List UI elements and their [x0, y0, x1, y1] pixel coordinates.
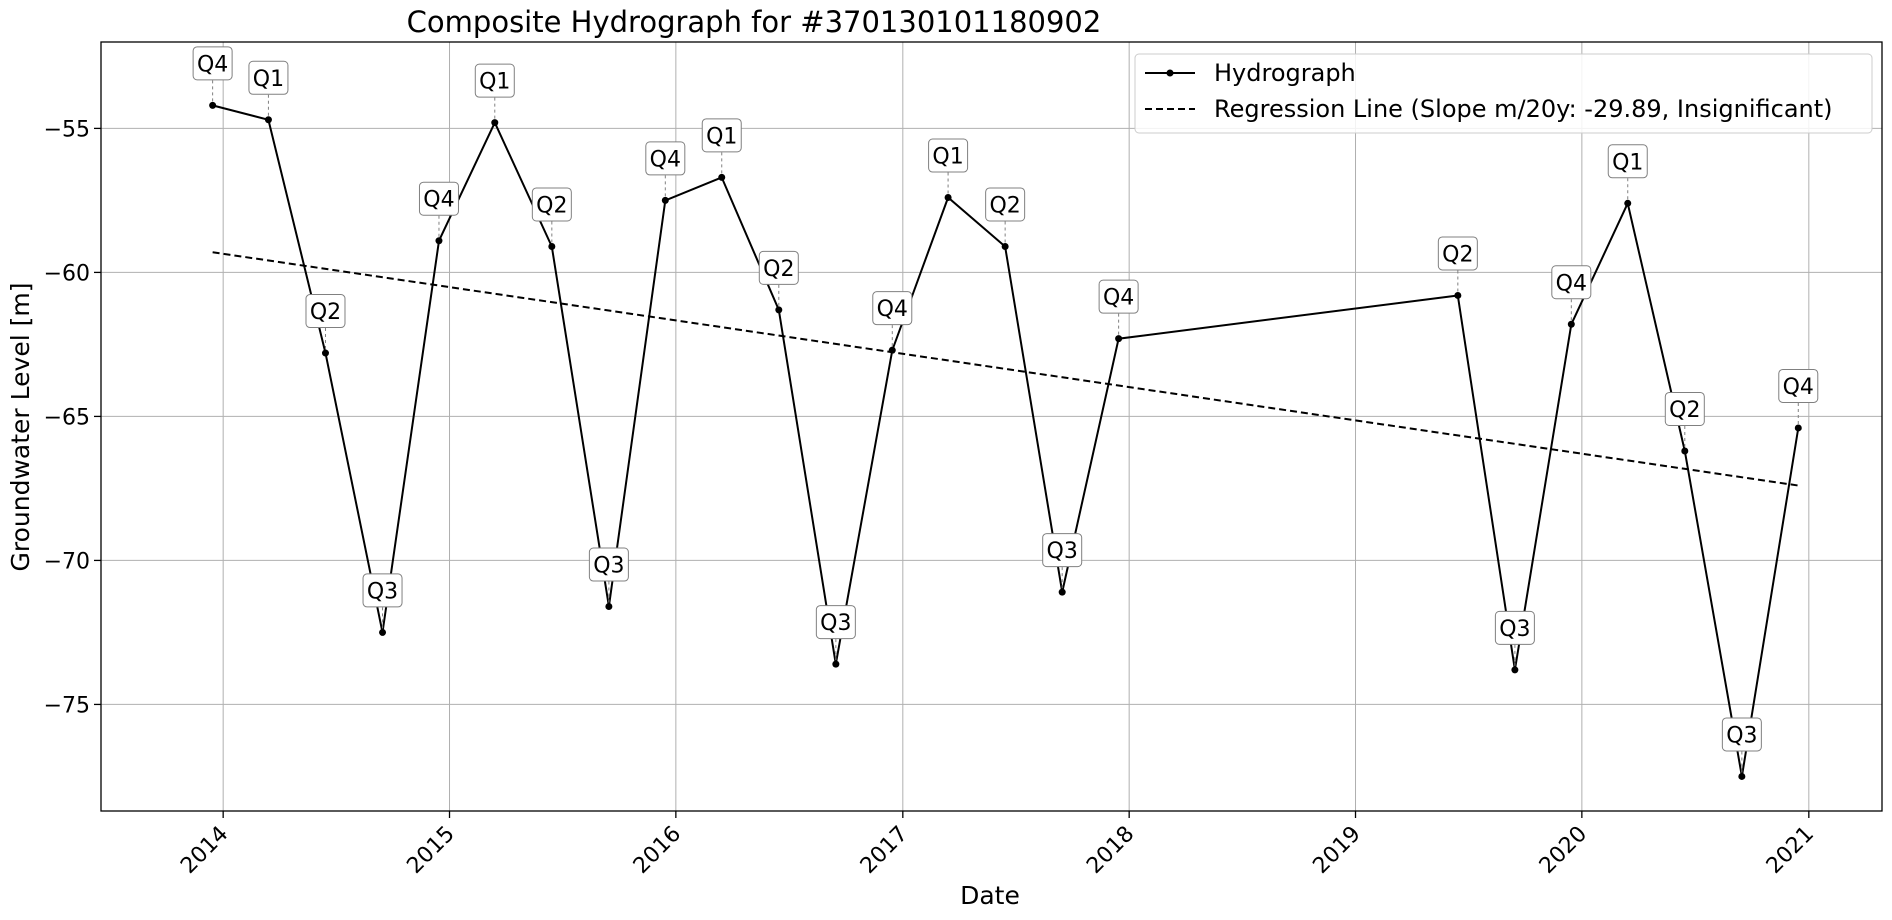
data-point	[1058, 588, 1066, 596]
quarter-label: Q4	[1783, 375, 1814, 400]
quarter-label: Q2	[763, 257, 794, 282]
y-axis-label: Groundwater Level [m]	[6, 283, 35, 572]
marker-layer	[209, 101, 1802, 780]
quarter-label: Q4	[197, 52, 228, 77]
data-point	[435, 237, 443, 245]
plot-frame	[100, 41, 1883, 812]
annotation-box	[645, 141, 686, 176]
annotation-box	[758, 250, 799, 285]
data-point	[1511, 666, 1519, 674]
data-point	[944, 194, 952, 202]
annotation-box	[1437, 236, 1478, 271]
annotation-box	[192, 46, 233, 81]
quarter-label: Q4	[423, 188, 454, 213]
quarter-label: Q1	[706, 124, 737, 149]
quarter-label: Q2	[989, 193, 1020, 218]
annotation-box	[1664, 391, 1705, 426]
series-layer	[212, 104, 1800, 777]
data-point	[321, 349, 329, 357]
annotation-box	[1607, 144, 1648, 179]
legend: Hydrograph Regression Line (Slope m/20y:…	[1134, 53, 1873, 134]
annotation-layer: Q4 Q1 Q2 Q3 Q4 Q1 Q2 Q3 Q4 Q1 Q2 Q3 Q4 Q1 Q2 Q3 Q4 Q2 Q3 Q4…	[192, 46, 1819, 773]
quarter-label: Q4	[1103, 286, 1134, 311]
annotation-box	[872, 291, 913, 326]
data-point	[1794, 424, 1802, 432]
data-point	[264, 116, 272, 124]
annotation-box	[588, 547, 629, 582]
quarter-label: Q4	[1556, 271, 1587, 296]
hydrograph-line	[212, 104, 1800, 777]
quarter-label: Q1	[932, 145, 963, 170]
data-point	[1567, 320, 1575, 328]
quarter-label: Q3	[593, 554, 624, 579]
annotation-box	[531, 187, 572, 222]
data-point	[209, 101, 217, 109]
data-point	[548, 242, 556, 250]
legend-hydrograph-marker	[1166, 69, 1174, 77]
data-point	[605, 603, 613, 611]
y-tick-label: −55	[44, 117, 90, 142]
data-point	[1001, 242, 1009, 250]
quarter-label: Q3	[1726, 723, 1757, 748]
chart-title: Composite Hydrograph for #37013010118090…	[407, 5, 1102, 39]
annotation-box	[1042, 533, 1083, 568]
y-tick-label: −60	[44, 261, 90, 286]
y-tick-label: −75	[44, 693, 90, 718]
legend-regression-label: Regression Line (Slope m/20y: -29.89, In…	[1214, 95, 1833, 123]
annotation-box	[248, 60, 289, 95]
quarter-label: Q4	[877, 297, 908, 322]
quarter-label: Q1	[479, 70, 510, 95]
data-point	[775, 306, 783, 314]
annotation-box	[1494, 610, 1535, 645]
quarter-label: Q2	[310, 300, 341, 325]
annotation-box	[418, 181, 459, 216]
data-point	[1454, 291, 1462, 299]
annotation-box	[985, 187, 1026, 222]
quarter-label: Q1	[1612, 150, 1643, 175]
data-point	[1681, 447, 1689, 455]
data-point	[718, 173, 726, 181]
regression-layer	[212, 251, 1799, 487]
legend-box	[1134, 53, 1873, 134]
annotation-box	[1098, 279, 1139, 314]
y-tick-label: −70	[44, 549, 90, 574]
data-point	[888, 346, 896, 354]
quarter-label: Q2	[1669, 398, 1700, 423]
annotation-box	[928, 138, 969, 173]
quarter-label: Q3	[367, 579, 398, 604]
data-point	[661, 196, 669, 204]
annotation-box	[362, 573, 403, 608]
annotation-box	[305, 294, 346, 329]
annotation-box	[701, 118, 742, 153]
annotation-box	[815, 605, 856, 640]
x-axis-label: Date	[960, 881, 1020, 910]
quarter-label: Q1	[253, 67, 284, 92]
data-point	[379, 628, 387, 636]
annotation-box	[474, 63, 515, 98]
data-point	[832, 660, 840, 668]
y-tick-label: −65	[44, 405, 90, 430]
data-point	[1115, 335, 1123, 343]
quarter-label: Q3	[820, 611, 851, 636]
data-point	[1624, 199, 1632, 207]
annotation-box	[1778, 368, 1819, 403]
quarter-label: Q2	[1442, 242, 1473, 267]
regression-line	[212, 251, 1799, 487]
data-point	[491, 119, 499, 127]
quarter-label: Q3	[1499, 617, 1530, 642]
legend-hydrograph-label: Hydrograph	[1214, 59, 1356, 87]
annotation-box	[1551, 265, 1592, 300]
quarter-label: Q4	[650, 147, 681, 172]
data-point	[1738, 772, 1746, 780]
quarter-label: Q2	[536, 193, 567, 218]
quarter-label: Q3	[1047, 539, 1078, 564]
annotation-box	[1721, 717, 1762, 752]
